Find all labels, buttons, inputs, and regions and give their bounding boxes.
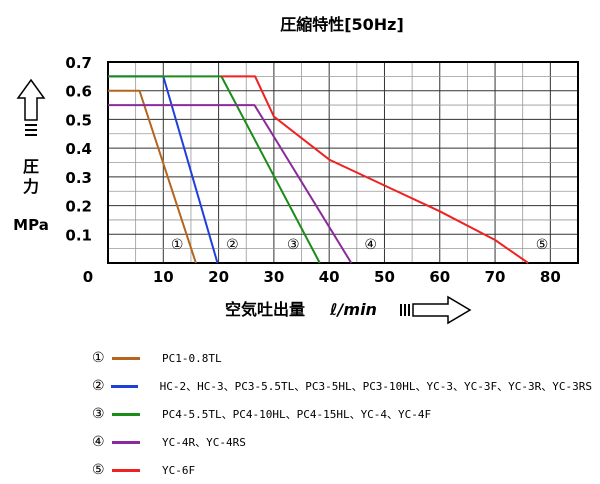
y-axis-unit: MPa	[13, 216, 49, 234]
y-tick-label: 0.5	[65, 111, 92, 129]
y-axis-label-char-1: 圧	[23, 157, 39, 176]
legend-label: PC1-0.8TL	[162, 351, 222, 365]
legend-label: YC-4R、YC-4RS	[162, 436, 246, 449]
arrow-stripe	[25, 129, 37, 131]
legend-label: PC4-5.5TL、PC4-10HL、PC4-15HL、YC-4、YC-4F	[162, 408, 432, 421]
plot-frame	[107, 61, 579, 264]
x-tick-labels: 0 10 20 30 40 50 60 70 80	[83, 268, 561, 286]
legend-item: ② HC-2、HC-3、PC3-5.5TL、PC3-5HL、PC3-10HL、YC…	[92, 372, 592, 400]
compression-chart: 圧縮特性[50Hz] 0.1 0.2 0.3 0.4 0.5 0.6 0.7 0 10 20 30…	[13, 15, 579, 325]
curve-marker-label: ①	[171, 237, 184, 253]
legend-marker: ①	[92, 350, 105, 366]
x-tick-label: 50	[374, 268, 395, 286]
legend-item: ① PC1-0.8TL	[92, 344, 592, 372]
x-tick-label: 70	[485, 268, 506, 286]
legend-swatch	[112, 468, 140, 472]
y-axis-label: 圧 力 MPa	[13, 78, 49, 234]
x-axis-label-text: 空気吐出量	[225, 300, 305, 319]
arrow-stripe	[400, 304, 402, 316]
legend-swatch	[112, 356, 140, 360]
curve-marker-label: ③	[287, 237, 300, 253]
y-axis-label-char-2: 力	[23, 177, 39, 196]
curve-marker-label: ②	[226, 237, 239, 253]
arrow-stripe	[25, 124, 37, 126]
y-tick-label: 0.3	[65, 169, 92, 187]
series-line	[221, 75, 529, 264]
arrow-stripe	[25, 134, 37, 136]
legend-label: YC-6F	[162, 463, 196, 477]
x-tick-label: 30	[263, 268, 284, 286]
legend-label: HC-2、HC-3、PC3-5.5TL、PC3-5HL、PC3-10HL、YC-…	[159, 380, 592, 393]
legend-swatch	[112, 412, 140, 416]
legend-swatch	[111, 384, 138, 388]
y-tick-label: 0.1	[65, 226, 92, 244]
legend-swatch	[112, 440, 140, 444]
chart-series	[108, 75, 529, 264]
x-tick-label: 10	[153, 268, 174, 286]
x-tick-label: 0	[83, 268, 93, 286]
arrow-stripe	[408, 304, 410, 316]
y-tick-label: 0.7	[65, 54, 92, 72]
x-tick-label: 20	[208, 268, 229, 286]
legend-marker: ③	[92, 406, 105, 422]
legend-item: ⑤ YC-6F	[92, 456, 592, 484]
chart-title: 圧縮特性[50Hz]	[280, 15, 404, 34]
curve-marker-label: ④	[364, 237, 377, 253]
arrow-stripe	[404, 304, 406, 316]
series-line	[108, 89, 197, 264]
y-tick-labels: 0.1 0.2 0.3 0.4 0.5 0.6 0.7	[65, 54, 92, 244]
series-line	[108, 104, 353, 264]
up-arrow-icon	[16, 78, 46, 121]
x-tick-label: 60	[429, 268, 450, 286]
y-tick-label: 0.2	[65, 198, 92, 216]
curve-markers: ① ② ③ ④ ⑤	[171, 237, 549, 253]
x-tick-label: 80	[540, 268, 561, 286]
right-arrow-icon	[412, 295, 472, 325]
x-axis-unit: ℓ/min	[329, 300, 377, 319]
y-tick-label: 0.4	[65, 140, 92, 158]
chart-grid	[107, 61, 579, 264]
legend-marker: ④	[92, 434, 105, 450]
curve-marker-label: ⑤	[536, 237, 549, 253]
legend: ① PC1-0.8TL ② HC-2、HC-3、PC3-5.5TL、PC3-5HL、P…	[92, 344, 592, 484]
y-tick-label: 0.6	[65, 83, 92, 101]
x-axis-label: 空気吐出量 ℓ/min	[225, 295, 472, 325]
legend-item: ③ PC4-5.5TL、PC4-10HL、PC4-15HL、YC-4、YC-4F	[92, 400, 592, 428]
legend-marker: ⑤	[92, 462, 105, 478]
legend-item: ④ YC-4R、YC-4RS	[92, 428, 592, 456]
legend-marker: ②	[92, 378, 105, 394]
x-tick-label: 40	[319, 268, 340, 286]
